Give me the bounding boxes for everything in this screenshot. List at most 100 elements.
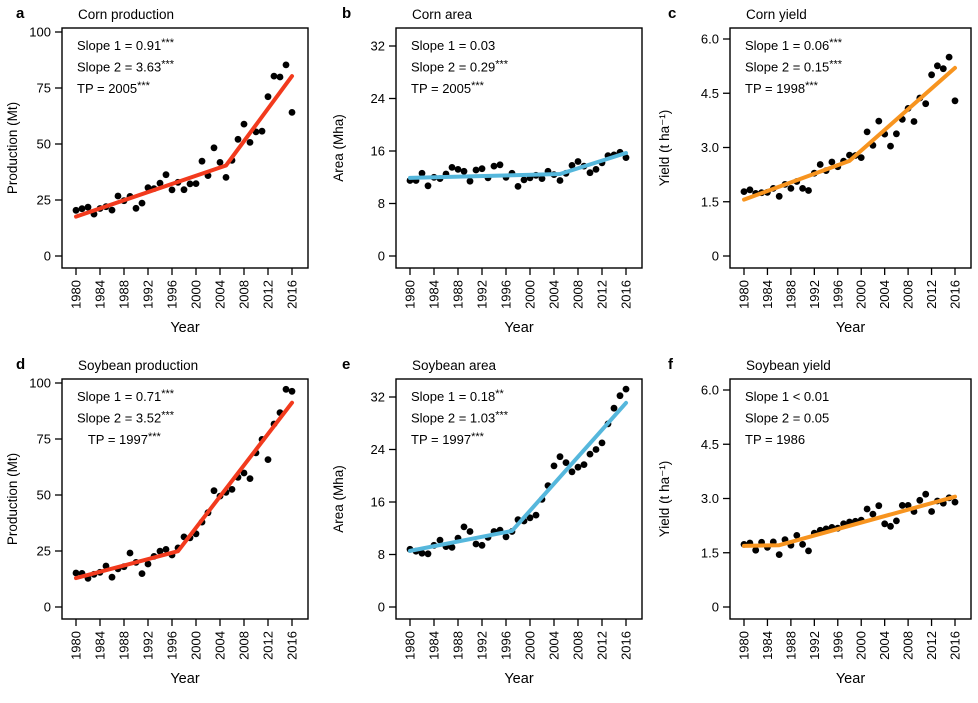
- significance-stars: ***: [829, 37, 843, 49]
- data-point: [466, 177, 474, 185]
- data-point: [418, 549, 426, 557]
- x-axis-label: Year: [836, 320, 865, 336]
- stats-line: TP = 1997***: [77, 431, 162, 447]
- x-tick-label: 1996: [499, 631, 514, 660]
- y-tick-label: 25: [37, 544, 51, 559]
- data-point: [586, 450, 594, 458]
- y-tick-label: 0: [378, 249, 385, 264]
- panel-letter: d: [16, 356, 25, 373]
- data-point: [234, 135, 242, 143]
- plot-frame: [395, 378, 643, 620]
- panel-title: Soybean area: [412, 358, 497, 373]
- panel-letter: b: [342, 5, 351, 22]
- data-point: [881, 520, 889, 528]
- data-point: [945, 53, 953, 61]
- y-axis-label: Production (Mt): [5, 453, 20, 545]
- data-point: [622, 154, 630, 162]
- panel-a: a Corn production 1980 1984 1988 1992 1996 2000…: [5, 5, 309, 336]
- y-tick-label: 8: [378, 196, 385, 211]
- data-point: [863, 128, 871, 136]
- significance-stars: ***: [161, 59, 175, 71]
- x-tick-label: 2012: [595, 631, 610, 660]
- x-tick-label: 1992: [807, 280, 822, 309]
- data-point: [460, 523, 468, 531]
- x-tick-label: 1996: [830, 280, 845, 309]
- x-axis-label: Year: [504, 320, 533, 336]
- data-point: [922, 100, 930, 108]
- y-tick-label: 4.5: [701, 86, 719, 101]
- x-tick-label: 2008: [237, 631, 252, 660]
- x-tick-label: 2004: [877, 280, 892, 309]
- trend-line: [74, 74, 294, 219]
- panel-c: c Corn yield 1980 1984 1988 1992 1996 2000 2004 2…: [657, 5, 972, 336]
- x-tick-label: 1980: [403, 280, 418, 309]
- y-tick-label: 0: [44, 600, 51, 615]
- data-point: [887, 522, 894, 530]
- stats-line: Slope 1 = 0.06***: [745, 37, 843, 53]
- x-tick-label: 2016: [948, 280, 963, 309]
- significance-stars: ***: [161, 410, 175, 422]
- y-tick-label: 4.5: [701, 437, 719, 452]
- y-tick-label: 6.0: [701, 32, 719, 47]
- panel-title: Corn area: [412, 7, 473, 22]
- data-point: [568, 468, 576, 476]
- data-point: [598, 439, 606, 447]
- x-tick-label: 2004: [547, 280, 562, 309]
- data-point: [910, 118, 918, 125]
- x-tick-label: 1984: [760, 631, 775, 660]
- stats-line: Slope 1 = 0.91***: [77, 37, 175, 53]
- data-point: [240, 469, 248, 477]
- y-axis-label: Yield (t ha⁻¹): [657, 461, 672, 537]
- data-point: [198, 157, 206, 165]
- x-tick-label: 1984: [93, 280, 108, 309]
- data-point: [168, 186, 176, 194]
- y-axis-label: Area (Mha): [331, 465, 346, 533]
- data-point: [934, 62, 941, 70]
- x-tick-label: 1984: [427, 280, 442, 309]
- y-tick-label: 6.0: [701, 383, 719, 398]
- data-point: [787, 185, 795, 192]
- x-tick-label: 1992: [475, 280, 490, 309]
- data-point: [799, 185, 806, 192]
- data-point: [799, 541, 806, 548]
- data-point: [454, 166, 462, 173]
- data-point: [740, 188, 748, 196]
- data-point: [138, 199, 146, 207]
- x-tick-label: 2008: [237, 280, 252, 309]
- x-axis-label: Year: [170, 320, 199, 336]
- data-point: [162, 546, 170, 553]
- significance-stars: ***: [805, 80, 819, 92]
- data-point: [746, 186, 754, 194]
- data-point: [616, 392, 624, 400]
- data-point: [418, 169, 426, 177]
- data-point: [586, 169, 594, 177]
- stats-line: Slope 2 = 3.63***: [77, 59, 175, 75]
- stats-line: Slope 1 = 0.18**: [411, 388, 504, 404]
- y-tick-label: 32: [371, 390, 385, 405]
- x-axis-label: Year: [170, 671, 199, 687]
- x-tick-label: 1992: [141, 631, 156, 660]
- x-tick-label: 2008: [571, 631, 586, 660]
- data-point: [478, 541, 486, 549]
- trend-line: [408, 151, 628, 180]
- y-tick-label: 1.5: [701, 194, 719, 209]
- data-point: [574, 158, 582, 165]
- significance-stars: ***: [137, 80, 151, 92]
- data-point: [514, 183, 522, 190]
- x-tick-label: 1992: [475, 631, 490, 660]
- significance-stars: ***: [495, 410, 509, 422]
- x-tick-label: 1988: [451, 631, 466, 660]
- x-tick-label: 2012: [261, 631, 276, 660]
- data-point: [72, 569, 80, 577]
- stats-line: TP = 1997***: [411, 431, 485, 447]
- data-point: [922, 490, 930, 498]
- data-point: [156, 547, 164, 555]
- y-axis-label: Production (Mt): [5, 102, 20, 194]
- data-point: [436, 536, 444, 544]
- data-point: [264, 93, 272, 101]
- x-tick-label: 1992: [141, 280, 156, 309]
- data-point: [893, 130, 900, 138]
- x-tick-label: 2008: [901, 280, 916, 309]
- data-point: [556, 177, 564, 184]
- x-tick-label: 1984: [760, 280, 775, 309]
